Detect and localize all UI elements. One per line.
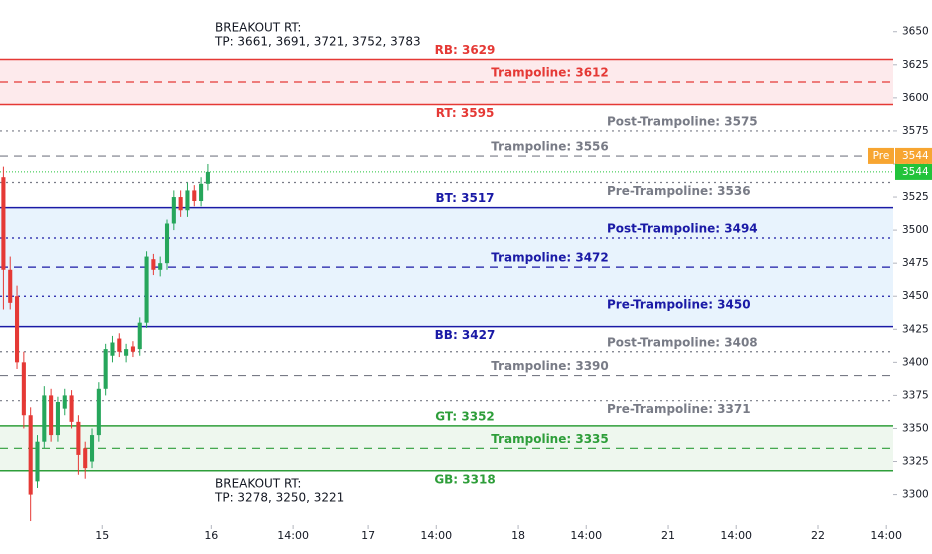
candle-body [158,263,163,270]
y-tick-label: 3525 [902,191,929,203]
candle-body [185,190,190,211]
premarket-price: 3544 [902,150,929,162]
level-label: Pre-Trampoline: 3450 [607,298,751,312]
y-tick-label: 3625 [902,59,929,71]
level-label: BT: 3517 [435,191,494,205]
x-tick-label: 15 [95,529,109,542]
candle-body [178,197,183,211]
x-tick-label: 21 [661,529,675,542]
y-tick-label: 3325 [902,456,929,468]
candle-body [8,269,13,303]
x-tick-label: 18 [511,529,525,542]
y-tick-label: 3400 [902,356,929,368]
level-label: Pre-Trampoline: 3371 [607,402,751,416]
level-label: Trampoline: 3390 [491,359,609,373]
candle-body [28,415,33,495]
y-tick-label: 3375 [902,389,929,401]
level-label: RT: 3595 [436,106,495,120]
y-tick-label: 3475 [902,257,929,269]
candle-body [205,171,210,184]
last-price-label: 3544 [902,166,929,178]
candle-body [110,342,115,356]
candle-body [76,421,81,455]
last-price-tag [895,163,932,180]
candle-body [49,395,54,436]
candle-body [137,322,142,350]
candle-body [164,223,170,264]
level-label: Post-Trampoline: 3575 [607,114,758,128]
candle-body [130,346,135,352]
candle-body [103,349,108,389]
candle-body [14,296,20,363]
candle-body [83,448,88,469]
y-tick-label: 3425 [902,323,929,335]
candle-body [69,395,74,422]
candle-body [124,349,129,356]
candle-body [151,259,156,270]
level-label: Post-Trampoline: 3408 [607,335,758,349]
y-tick-label: 3575 [902,125,929,137]
level-label: Trampoline: 3556 [491,140,609,154]
y-tick-label: 3600 [902,92,929,104]
level-label: Pre-Trampoline: 3536 [607,184,751,198]
candle-body [21,362,26,416]
x-tick-label: 22 [811,529,825,542]
level-label: Trampoline: 3472 [491,251,609,265]
level-label: GT: 3352 [435,409,495,423]
x-tick-label: 14:00 [420,529,452,542]
premarket-tag: Pre [873,150,890,162]
x-tick-label: 14:00 [570,529,602,542]
y-tick-label: 3450 [902,290,929,302]
y-tick-label: 3350 [902,422,929,434]
premarket-price-box [895,147,932,164]
y-tick-label: 3300 [902,489,929,501]
level-label: Trampoline: 3335 [491,432,609,446]
x-tick-label: 14:00 [870,529,902,542]
annotation-title: BREAKOUT RT: [215,477,301,491]
level-label: Post-Trampoline: 3494 [607,222,758,236]
candle-body [144,256,149,323]
candle-body [89,435,95,462]
candle-body [199,183,204,202]
candle-body [96,388,101,436]
annotation-text: TP: 3278, 3250, 3221 [214,491,344,505]
level-label: GB: 3318 [434,472,495,486]
candle-body [1,177,6,270]
x-tick-label: 17 [361,529,375,542]
x-tick-label: 14:00 [720,529,752,542]
x-tick-label: 14:00 [277,529,309,542]
y-tick-label: 3500 [902,224,929,236]
candle-body [192,190,197,202]
y-tick-label: 3650 [902,26,929,38]
level-label: RB: 3629 [435,43,496,57]
candle-body [62,395,67,409]
candle-body [35,441,40,482]
premarket-tag-box [868,147,894,164]
x-tick-label: 16 [204,529,218,542]
annotation-text: TP: 3661, 3691, 3721, 3752, 3783 [214,35,421,49]
level-label: Trampoline: 3612 [491,65,609,79]
candle-body [55,402,60,436]
candle-body [42,395,47,442]
level-label: BB: 3427 [435,328,496,342]
annotation-title: BREAKOUT RT: [215,21,301,35]
candle-body [117,338,122,352]
candle-body [171,197,176,224]
